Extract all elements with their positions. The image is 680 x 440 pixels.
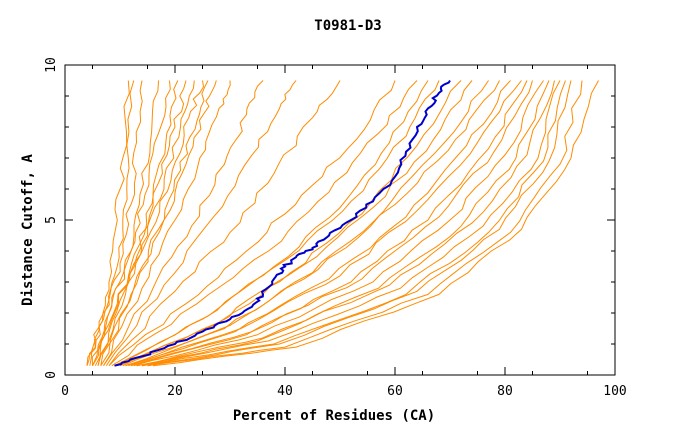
model-curve	[147, 80, 583, 367]
x-tick-label: 40	[277, 384, 293, 399]
model-curve	[103, 80, 264, 366]
y-axis-ticks: 0 5 10	[44, 57, 615, 379]
model-curve	[114, 80, 440, 367]
model-curve	[133, 80, 544, 367]
series-layer	[86, 80, 599, 367]
model-curve	[86, 80, 143, 366]
model-curve	[108, 80, 396, 367]
model-curve	[111, 80, 418, 367]
model-curve	[128, 80, 522, 367]
model-curve	[152, 80, 599, 367]
model-curve	[100, 80, 217, 366]
x-tick-label: 20	[167, 384, 183, 399]
highlight-layer	[114, 79, 451, 367]
model-curve	[147, 80, 572, 367]
model-curve	[92, 80, 187, 366]
plot-frame	[64, 64, 616, 376]
model-curve	[125, 80, 500, 367]
x-axis-ticks: 0 20 40 60 80 100	[61, 65, 627, 399]
model-curve	[136, 80, 550, 367]
model-curve	[130, 80, 528, 367]
y-axis-label: Distance Cutoff, A	[20, 154, 36, 306]
model-curve	[125, 80, 511, 367]
y-tick-label: 0	[44, 371, 59, 379]
model-curve	[97, 80, 205, 366]
model-curve	[100, 80, 209, 366]
highlight-curve	[114, 79, 451, 367]
model-curve	[97, 80, 195, 366]
x-tick-label: 100	[603, 384, 626, 399]
chart-title: T0981-D3	[314, 18, 381, 34]
model-curve	[141, 80, 566, 367]
x-axis-label: Percent of Residues (CA)	[233, 408, 435, 424]
model-curve	[130, 80, 533, 367]
y-tick-label: 5	[44, 216, 59, 224]
model-curve	[105, 80, 297, 366]
x-tick-label: 0	[61, 384, 69, 399]
model-curve	[92, 80, 171, 366]
model-curve	[141, 80, 561, 367]
model-curve	[91, 80, 159, 366]
y-tick-label: 10	[44, 57, 59, 73]
model-curve	[94, 80, 179, 366]
model-curve	[114, 80, 429, 367]
model-curve	[108, 80, 341, 366]
x-tick-label: 80	[497, 384, 513, 399]
model-curve	[136, 80, 555, 367]
model-curve	[119, 80, 473, 367]
x-tick-label: 60	[387, 384, 403, 399]
model-curve	[103, 80, 231, 366]
